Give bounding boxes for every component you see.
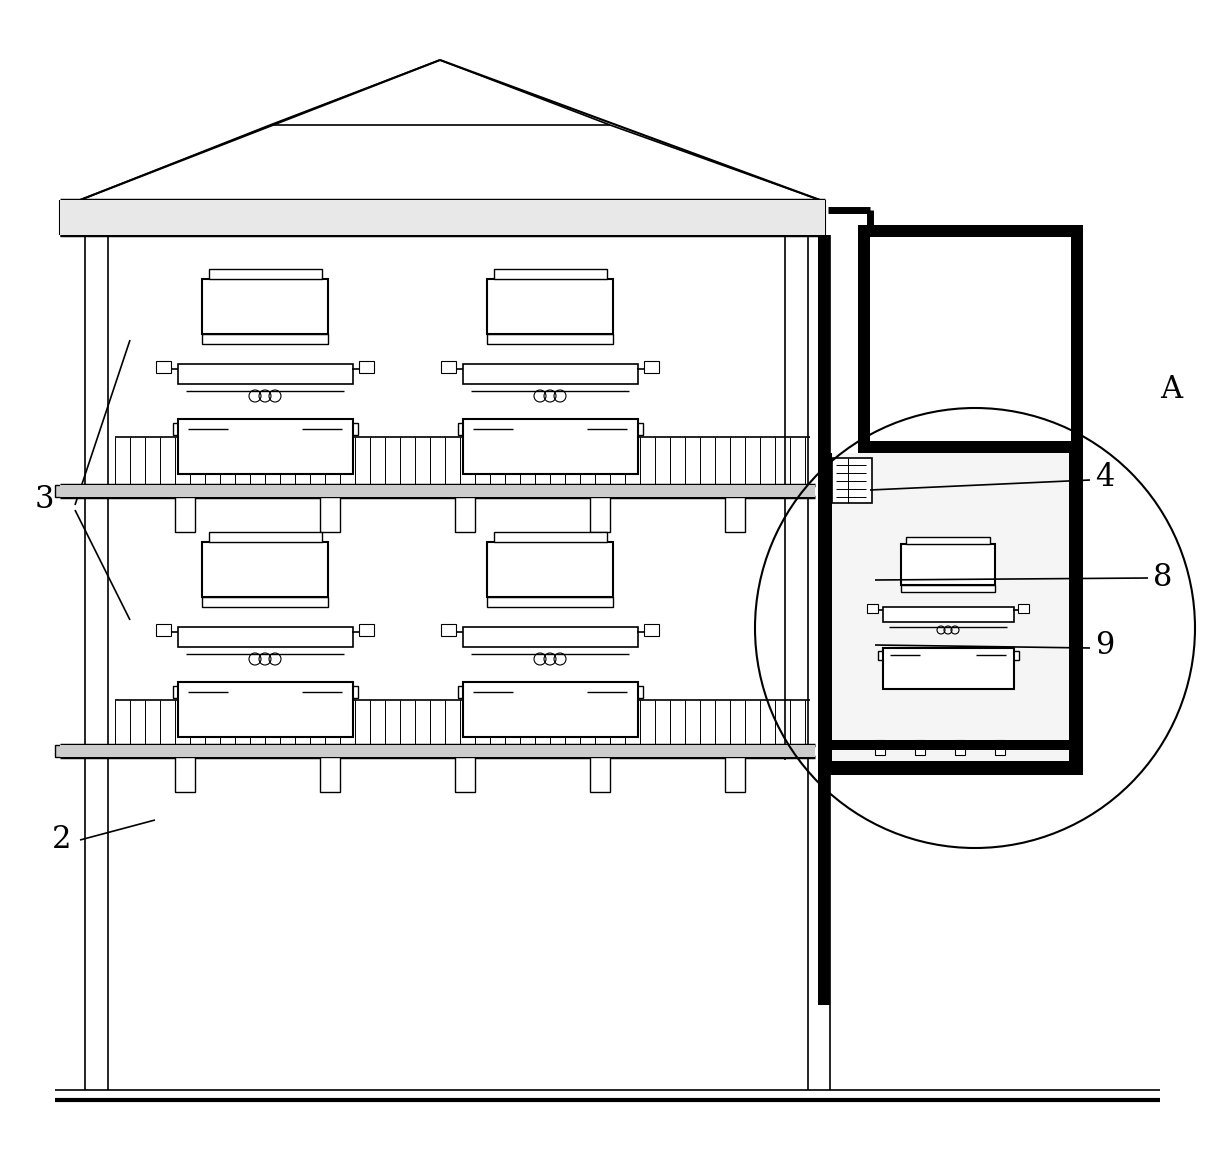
- Bar: [60, 745, 815, 757]
- Bar: [487, 597, 614, 607]
- Bar: [316, 435, 330, 457]
- Bar: [886, 654, 1010, 660]
- Bar: [458, 423, 643, 435]
- Bar: [458, 687, 643, 698]
- Bar: [832, 458, 872, 503]
- Bar: [454, 757, 475, 792]
- Bar: [463, 627, 638, 647]
- Bar: [543, 698, 556, 720]
- Bar: [725, 757, 745, 792]
- Bar: [818, 761, 1083, 775]
- Bar: [468, 427, 633, 435]
- Bar: [543, 435, 556, 457]
- Bar: [1069, 453, 1083, 775]
- Bar: [468, 690, 633, 698]
- Bar: [60, 200, 825, 235]
- Bar: [320, 757, 340, 792]
- Text: 4: 4: [1095, 462, 1114, 493]
- Bar: [487, 279, 614, 334]
- Bar: [487, 334, 614, 344]
- Bar: [202, 279, 328, 334]
- Bar: [463, 419, 638, 474]
- Bar: [899, 660, 909, 676]
- Bar: [179, 365, 354, 384]
- Bar: [156, 361, 171, 373]
- Bar: [644, 361, 659, 373]
- Bar: [883, 607, 1015, 622]
- Bar: [902, 585, 995, 592]
- Text: 9: 9: [1095, 629, 1114, 660]
- Bar: [202, 597, 328, 607]
- Bar: [55, 485, 70, 497]
- Text: 3: 3: [35, 484, 55, 515]
- Bar: [818, 235, 830, 1005]
- Bar: [209, 532, 322, 542]
- Bar: [173, 687, 358, 698]
- Bar: [832, 739, 1069, 750]
- Bar: [173, 423, 358, 435]
- Bar: [902, 544, 995, 585]
- Bar: [858, 440, 1083, 453]
- Bar: [55, 745, 70, 757]
- Bar: [202, 542, 328, 597]
- Bar: [175, 497, 194, 532]
- Bar: [915, 739, 925, 756]
- Bar: [258, 698, 272, 720]
- Bar: [202, 334, 328, 344]
- Bar: [175, 757, 194, 792]
- Bar: [156, 624, 171, 636]
- Bar: [644, 624, 659, 636]
- Bar: [320, 497, 340, 532]
- Bar: [818, 453, 832, 775]
- Bar: [987, 660, 996, 676]
- Bar: [487, 542, 614, 597]
- Bar: [1070, 225, 1083, 453]
- Bar: [258, 435, 272, 457]
- Bar: [484, 698, 498, 720]
- Bar: [601, 435, 615, 457]
- Bar: [484, 435, 498, 457]
- Bar: [454, 497, 475, 532]
- Bar: [878, 651, 1019, 660]
- Bar: [868, 604, 878, 613]
- Bar: [199, 698, 213, 720]
- Bar: [995, 739, 1005, 756]
- Bar: [179, 419, 354, 474]
- Bar: [875, 739, 885, 756]
- Bar: [858, 225, 870, 453]
- Bar: [179, 682, 354, 737]
- Bar: [955, 739, 965, 756]
- Bar: [441, 624, 456, 636]
- Bar: [725, 497, 745, 532]
- Bar: [590, 757, 610, 792]
- Bar: [590, 497, 610, 532]
- Bar: [832, 453, 1069, 761]
- Bar: [358, 361, 374, 373]
- Bar: [199, 435, 213, 457]
- Bar: [858, 225, 1083, 237]
- Bar: [316, 698, 330, 720]
- Bar: [1018, 604, 1029, 613]
- Bar: [495, 532, 608, 542]
- Bar: [183, 690, 347, 698]
- Bar: [60, 485, 815, 497]
- Text: A: A: [1160, 375, 1182, 406]
- Bar: [358, 624, 374, 636]
- Bar: [209, 269, 322, 279]
- Bar: [883, 647, 1015, 689]
- Bar: [495, 269, 608, 279]
- Text: 2: 2: [52, 825, 72, 856]
- Bar: [183, 427, 347, 435]
- Bar: [943, 660, 953, 676]
- Text: 8: 8: [1153, 562, 1172, 593]
- Bar: [463, 365, 638, 384]
- Bar: [601, 698, 615, 720]
- Bar: [906, 537, 990, 544]
- Bar: [441, 361, 456, 373]
- Bar: [463, 682, 638, 737]
- Bar: [179, 627, 354, 647]
